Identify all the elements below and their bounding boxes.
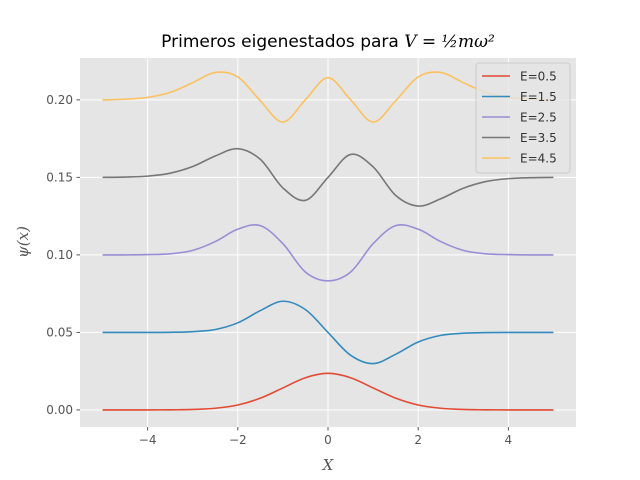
chart-title: Primeros eigenestados para V = ½mω² [161, 32, 495, 52]
legend-label: E=0.5 [520, 70, 557, 84]
y-tick-label: 0.15 [46, 170, 73, 184]
legend-label: E=2.5 [520, 111, 557, 125]
legend: E=0.5 E=1.5 E=2.5 E=3.5 E=4.5 [475, 62, 571, 174]
legend-label: E=4.5 [520, 152, 557, 166]
y-tick-label: 0.05 [46, 325, 73, 339]
x-tick-label: 2 [414, 433, 422, 447]
y-tick-label: 0.10 [46, 248, 73, 262]
legend-box [475, 62, 571, 174]
legend-label: E=1.5 [520, 90, 557, 104]
x-tick-label: 4 [505, 433, 513, 447]
x-tick-label: −4 [139, 433, 157, 447]
series-line-2 [102, 223, 554, 282]
legend-items: E=0.5 E=1.5 E=2.5 E=3.5 E=4.5 [482, 70, 557, 166]
series-line-3 [102, 147, 554, 207]
y-tick-label: 0.00 [46, 403, 73, 417]
x-axis-label: X [322, 456, 335, 474]
chart-title-formula: V = ½mω² [404, 32, 495, 52]
series-line-0 [102, 372, 554, 411]
y-tick-label: 0.20 [46, 93, 73, 107]
chart-title-prefix: Primeros eigenestados para [161, 32, 404, 52]
x-tick-label: 0 [324, 433, 332, 447]
series-line-1 [102, 300, 554, 365]
axis-ticks: −4 −2 0 2 4 0.00 0.05 0.10 0.15 0.20 [46, 93, 512, 447]
legend-label: E=3.5 [520, 131, 557, 145]
series-group [102, 71, 554, 411]
x-tick-label: −2 [229, 433, 247, 447]
y-axis-label: ψ(x) [14, 226, 32, 258]
